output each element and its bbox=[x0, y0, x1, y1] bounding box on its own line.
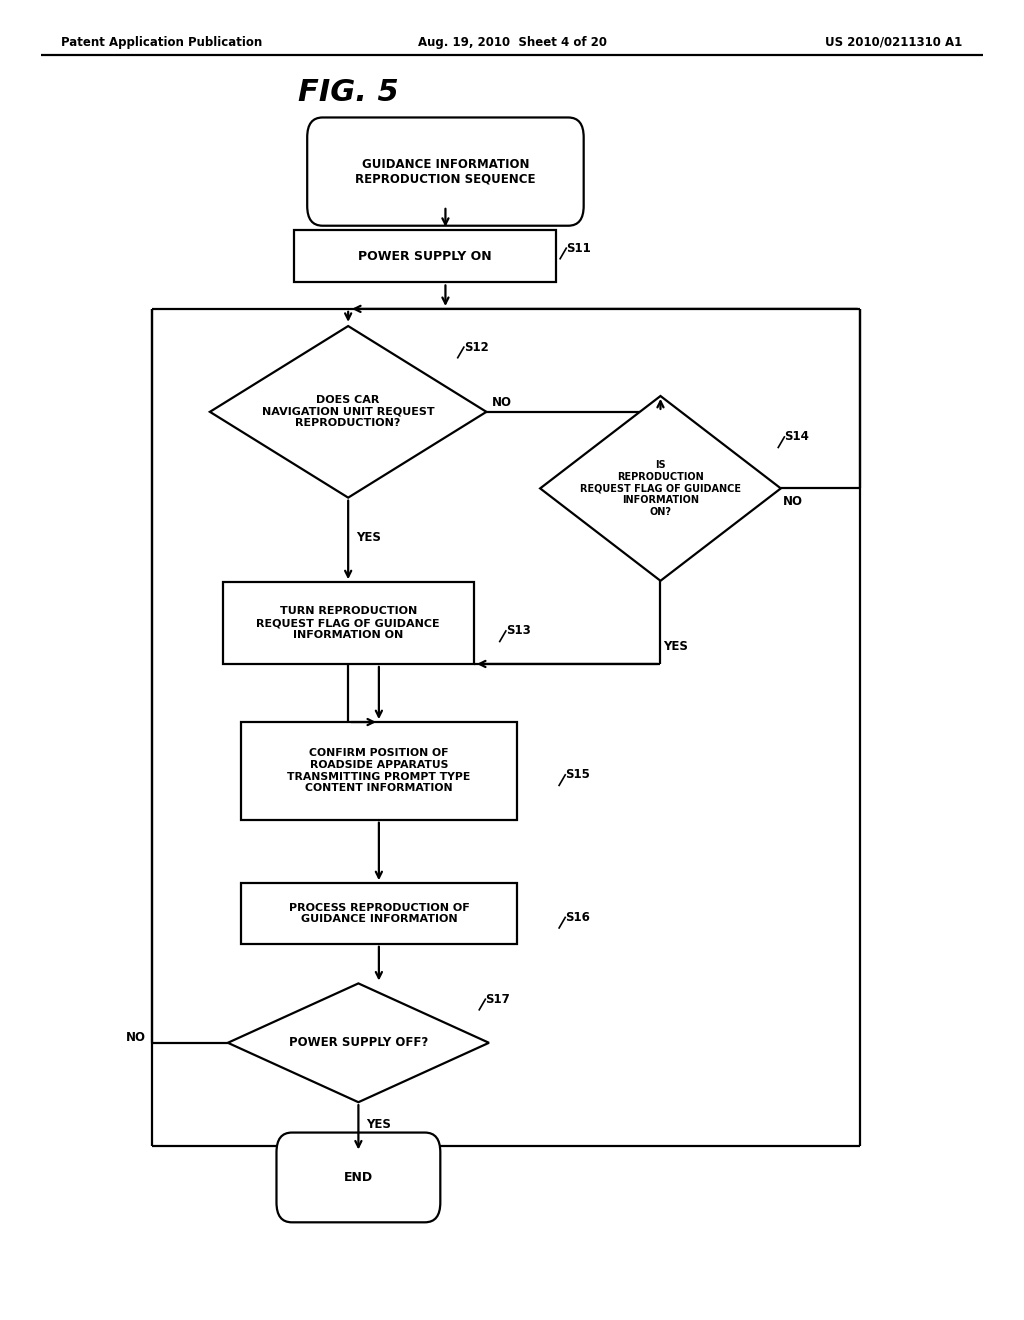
Text: YES: YES bbox=[664, 640, 688, 653]
Text: TURN REPRODUCTION
REQUEST FLAG OF GUIDANCE
INFORMATION ON: TURN REPRODUCTION REQUEST FLAG OF GUIDAN… bbox=[256, 606, 440, 640]
Text: S15: S15 bbox=[565, 768, 590, 781]
Text: DOES CAR
NAVIGATION UNIT REQUEST
REPRODUCTION?: DOES CAR NAVIGATION UNIT REQUEST REPRODU… bbox=[262, 395, 434, 429]
Text: FIG. 5: FIG. 5 bbox=[298, 78, 398, 107]
Text: IS
REPRODUCTION
REQUEST FLAG OF GUIDANCE
INFORMATION
ON?: IS REPRODUCTION REQUEST FLAG OF GUIDANCE… bbox=[580, 461, 741, 516]
Text: S13: S13 bbox=[506, 624, 530, 638]
Bar bbox=[241, 883, 517, 944]
FancyBboxPatch shape bbox=[307, 117, 584, 226]
Text: END: END bbox=[344, 1171, 373, 1184]
Bar bbox=[295, 230, 555, 282]
Polygon shape bbox=[541, 396, 780, 581]
FancyBboxPatch shape bbox=[276, 1133, 440, 1222]
Text: NO: NO bbox=[783, 495, 804, 508]
Text: YES: YES bbox=[356, 531, 381, 544]
Text: Aug. 19, 2010  Sheet 4 of 20: Aug. 19, 2010 Sheet 4 of 20 bbox=[418, 36, 606, 49]
Bar bbox=[223, 582, 473, 664]
Text: GUIDANCE INFORMATION
REPRODUCTION SEQUENCE: GUIDANCE INFORMATION REPRODUCTION SEQUEN… bbox=[355, 157, 536, 186]
Bar bbox=[241, 722, 517, 820]
Text: POWER SUPPLY ON: POWER SUPPLY ON bbox=[358, 249, 492, 263]
Polygon shape bbox=[210, 326, 486, 498]
Text: YES: YES bbox=[367, 1118, 391, 1131]
Text: S16: S16 bbox=[565, 911, 590, 924]
Text: NO: NO bbox=[125, 1031, 145, 1044]
Text: US 2010/0211310 A1: US 2010/0211310 A1 bbox=[825, 36, 963, 49]
Text: Patent Application Publication: Patent Application Publication bbox=[61, 36, 263, 49]
Polygon shape bbox=[227, 983, 489, 1102]
Text: PROCESS REPRODUCTION OF
GUIDANCE INFORMATION: PROCESS REPRODUCTION OF GUIDANCE INFORMA… bbox=[289, 903, 469, 924]
Text: CONFIRM POSITION OF
ROADSIDE APPARATUS
TRANSMITTING PROMPT TYPE
CONTENT INFORMAT: CONFIRM POSITION OF ROADSIDE APPARATUS T… bbox=[288, 748, 470, 793]
Text: NO: NO bbox=[492, 396, 512, 409]
Text: S17: S17 bbox=[485, 993, 510, 1006]
Text: S11: S11 bbox=[566, 242, 591, 255]
Text: S14: S14 bbox=[784, 430, 809, 444]
Text: S12: S12 bbox=[464, 341, 488, 354]
Text: POWER SUPPLY OFF?: POWER SUPPLY OFF? bbox=[289, 1036, 428, 1049]
